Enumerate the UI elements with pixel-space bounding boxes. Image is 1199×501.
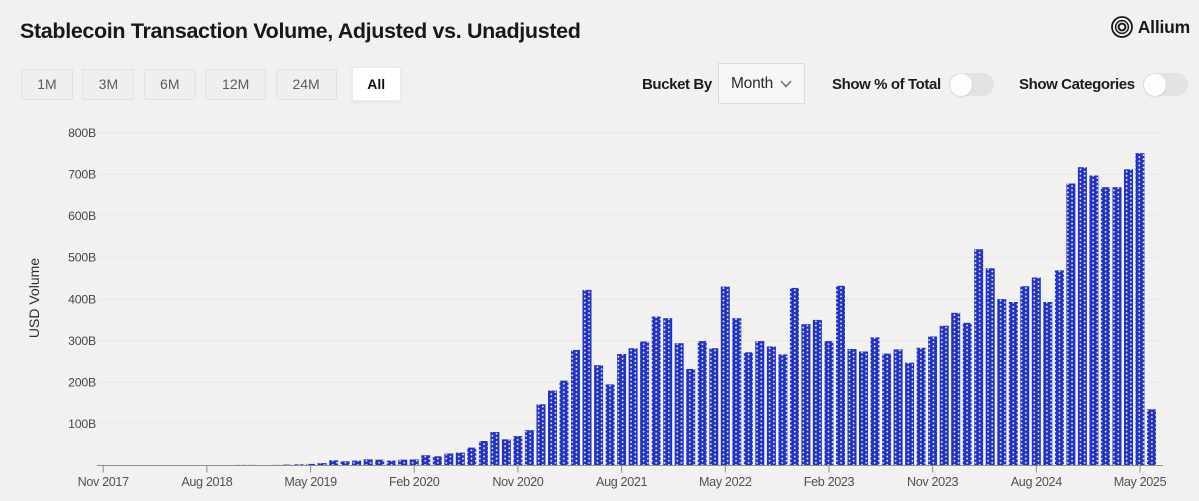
svg-text:Nov 2023: Nov 2023 [907,475,958,489]
svg-text:100B: 100B [68,417,96,431]
svg-text:Aug 2021: Aug 2021 [596,475,647,489]
svg-text:USD Volume: USD Volume [26,258,42,338]
svg-text:Nov 2020: Nov 2020 [492,475,543,489]
svg-text:May 2022: May 2022 [699,475,752,489]
svg-text:Feb 2020: Feb 2020 [389,475,440,489]
svg-text:200B: 200B [68,376,96,390]
svg-text:Aug 2024: Aug 2024 [1011,475,1062,489]
svg-text:600B: 600B [68,209,96,223]
svg-text:400B: 400B [68,292,96,306]
svg-text:May 2019: May 2019 [284,475,337,489]
svg-text:Feb 2023: Feb 2023 [804,475,855,489]
svg-text:700B: 700B [68,168,96,182]
svg-text:Aug 2018: Aug 2018 [181,475,232,489]
svg-text:300B: 300B [68,334,96,348]
svg-text:May 2025: May 2025 [1114,475,1167,489]
svg-text:500B: 500B [68,251,96,265]
svg-text:Nov 2017: Nov 2017 [78,475,129,489]
svg-text:800B: 800B [68,126,96,140]
